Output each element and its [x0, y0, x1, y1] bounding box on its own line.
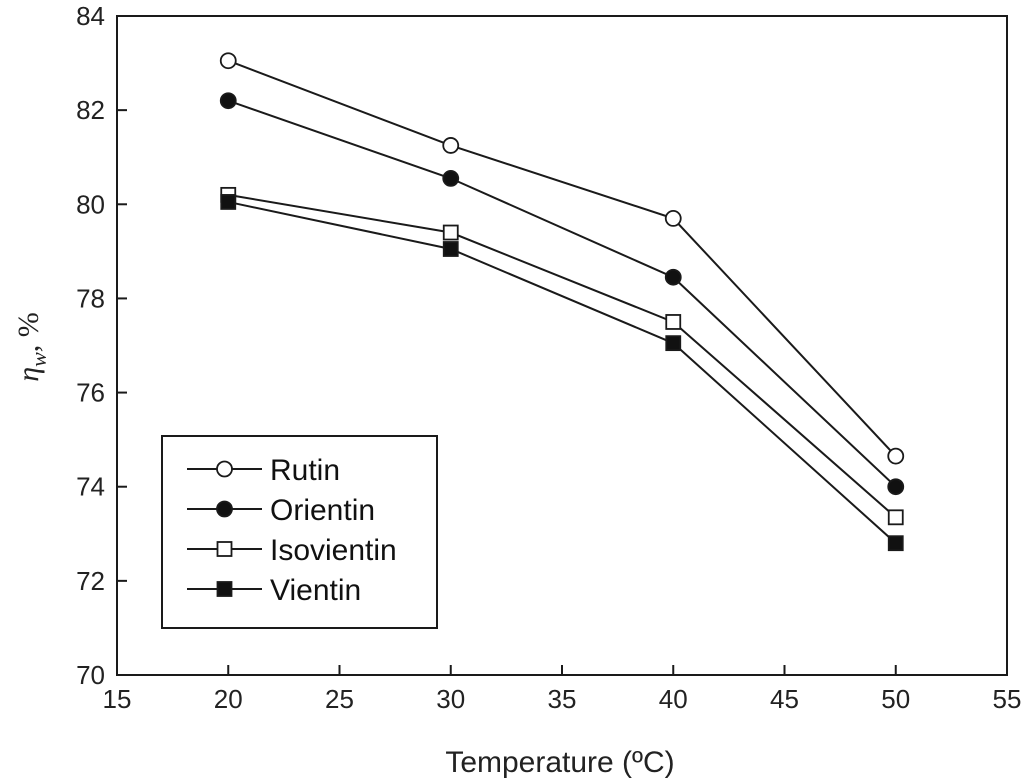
y-tick-label: 72 [76, 566, 105, 596]
series-rutin [219, 52, 905, 465]
x-tick-label: 40 [659, 684, 688, 714]
y-tick-label: 82 [76, 95, 105, 125]
data-point-orientin [664, 268, 682, 286]
y-tick-label: 80 [76, 189, 105, 219]
series-vientin [220, 194, 904, 552]
data-point-orientin [219, 92, 237, 110]
data-point-orientin [442, 169, 460, 187]
series-line-isovientin [228, 193, 897, 519]
plot-area-frame [116, 15, 1008, 676]
data-point-isovientin [442, 224, 459, 241]
data-point-rutin [442, 137, 460, 154]
y-axis-symbol: η [12, 367, 45, 382]
x-tick-label: 20 [214, 684, 243, 714]
legend-label-vientin: Vientin [270, 574, 361, 607]
series-line-vientin [228, 200, 897, 544]
x-tick-label: 45 [770, 684, 799, 714]
legend-marker-rutin [216, 460, 233, 478]
data-point-vientin [220, 194, 237, 210]
y-tick-label: 84 [76, 1, 105, 31]
x-tick-label: 35 [548, 684, 577, 714]
y-axis-subscript: w [26, 352, 51, 367]
legend: Rutin Orientin Isovientin Vientin [161, 435, 438, 629]
series-layer [219, 52, 905, 552]
series-line-orientin [227, 99, 897, 488]
data-point-vientin [887, 535, 904, 552]
data-point-rutin [664, 210, 682, 227]
legend-label-orientin: Orientin [270, 494, 375, 527]
legend-marker-vientin [216, 581, 233, 597]
y-tick-label: 78 [76, 283, 105, 313]
data-point-orientin [887, 478, 905, 496]
axis-ticks: 15 20 25 30 35 40 45 50 55 70 72 74 76 78 80 82 84 [76, 1, 1021, 714]
y-tick-label: 70 [76, 660, 105, 690]
data-point-rutin [219, 52, 237, 70]
y-tick-label: 76 [76, 378, 105, 408]
data-point-rutin [887, 447, 905, 465]
x-tick-label: 30 [436, 684, 465, 714]
x-tick-label: 15 [103, 684, 132, 714]
y-axis-unit: , % [12, 312, 45, 352]
y-tick-label: 74 [76, 472, 105, 502]
series-line-rutin [227, 59, 897, 457]
data-point-isovientin [887, 509, 904, 526]
legend-label-rutin: Rutin [270, 454, 340, 487]
data-point-isovientin [665, 314, 682, 330]
legend-marker-orientin [216, 500, 233, 518]
data-point-vientin [442, 241, 459, 257]
y-axis-title: ηw, % [12, 312, 51, 382]
x-axis-title: Temperature (ºC) [445, 746, 674, 779]
x-tick-label: 55 [993, 684, 1022, 714]
x-tick-label: 50 [881, 684, 910, 714]
data-point-vientin [665, 335, 682, 352]
x-tick-label: 25 [325, 684, 354, 714]
series-orientin [219, 92, 905, 496]
legend-label-isovientin: Isovientin [270, 534, 397, 567]
legend-marker-isovientin [216, 541, 233, 557]
